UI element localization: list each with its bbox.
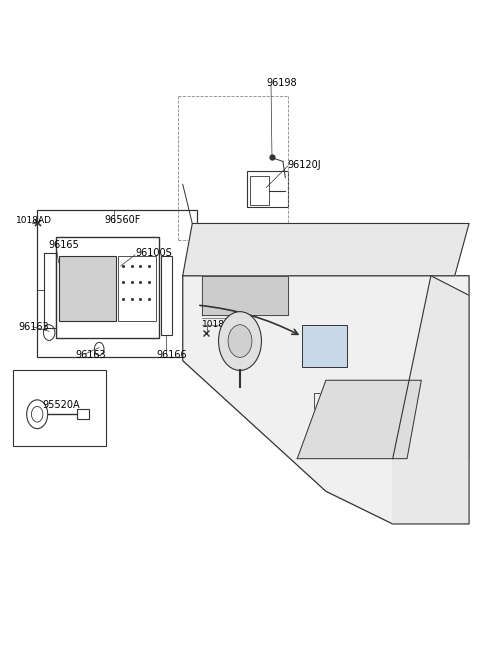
Bar — [302, 325, 348, 367]
Bar — [59, 256, 116, 321]
Circle shape — [228, 325, 252, 358]
Bar — [56, 237, 159, 338]
Bar — [44, 253, 56, 328]
Text: 96560F: 96560F — [104, 215, 140, 225]
Text: 1018AD: 1018AD — [202, 320, 238, 329]
Bar — [118, 256, 156, 321]
Text: 96165: 96165 — [48, 240, 79, 250]
Bar — [77, 409, 89, 419]
Polygon shape — [183, 276, 469, 524]
Bar — [250, 176, 269, 205]
Bar — [37, 211, 197, 358]
Text: 1018AD: 1018AD — [16, 216, 52, 225]
Text: 96100S: 96100S — [135, 248, 172, 258]
Polygon shape — [202, 276, 288, 315]
Bar — [161, 256, 172, 335]
Text: 95520A: 95520A — [42, 400, 80, 410]
Text: 96198: 96198 — [266, 78, 297, 88]
Bar — [314, 394, 376, 436]
Bar — [247, 171, 288, 207]
Bar — [13, 371, 107, 445]
Circle shape — [218, 312, 262, 371]
Polygon shape — [183, 224, 469, 276]
Text: 96166: 96166 — [156, 350, 187, 360]
Polygon shape — [297, 380, 421, 459]
Text: 96120J: 96120J — [288, 159, 321, 170]
Text: 96163: 96163 — [75, 350, 106, 360]
Text: 96163: 96163 — [18, 321, 48, 332]
Polygon shape — [393, 276, 469, 524]
